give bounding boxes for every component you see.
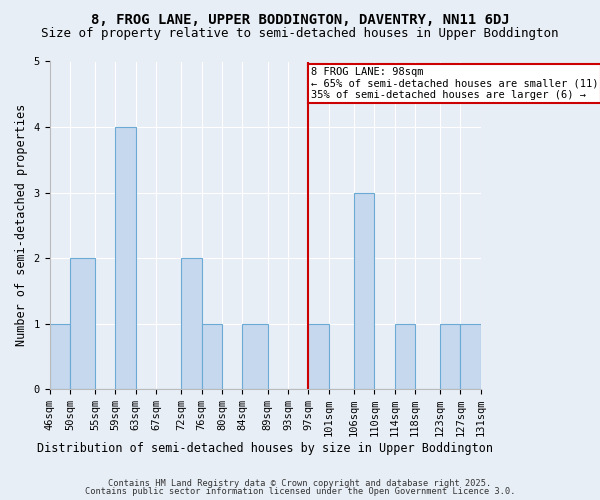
Y-axis label: Number of semi-detached properties: Number of semi-detached properties: [15, 104, 28, 346]
Bar: [242, 324, 268, 389]
Bar: [354, 192, 374, 389]
Text: Contains HM Land Registry data © Crown copyright and database right 2025.: Contains HM Land Registry data © Crown c…: [109, 478, 491, 488]
Bar: [440, 324, 460, 389]
Bar: [70, 258, 95, 389]
Text: 8, FROG LANE, UPPER BODDINGTON, DAVENTRY, NN11 6DJ: 8, FROG LANE, UPPER BODDINGTON, DAVENTRY…: [91, 12, 509, 26]
Text: 8 FROG LANE: 98sqm
← 65% of semi-detached houses are smaller (11)
35% of semi-de: 8 FROG LANE: 98sqm ← 65% of semi-detache…: [311, 66, 598, 100]
Text: Contains public sector information licensed under the Open Government Licence 3.: Contains public sector information licen…: [85, 488, 515, 496]
Text: Size of property relative to semi-detached houses in Upper Boddington: Size of property relative to semi-detach…: [41, 28, 559, 40]
Bar: [181, 258, 202, 389]
Bar: [50, 324, 70, 389]
Bar: [115, 127, 136, 389]
X-axis label: Distribution of semi-detached houses by size in Upper Boddington: Distribution of semi-detached houses by …: [37, 442, 493, 455]
Bar: [308, 324, 329, 389]
Bar: [202, 324, 222, 389]
Bar: [460, 324, 481, 389]
Bar: [395, 324, 415, 389]
